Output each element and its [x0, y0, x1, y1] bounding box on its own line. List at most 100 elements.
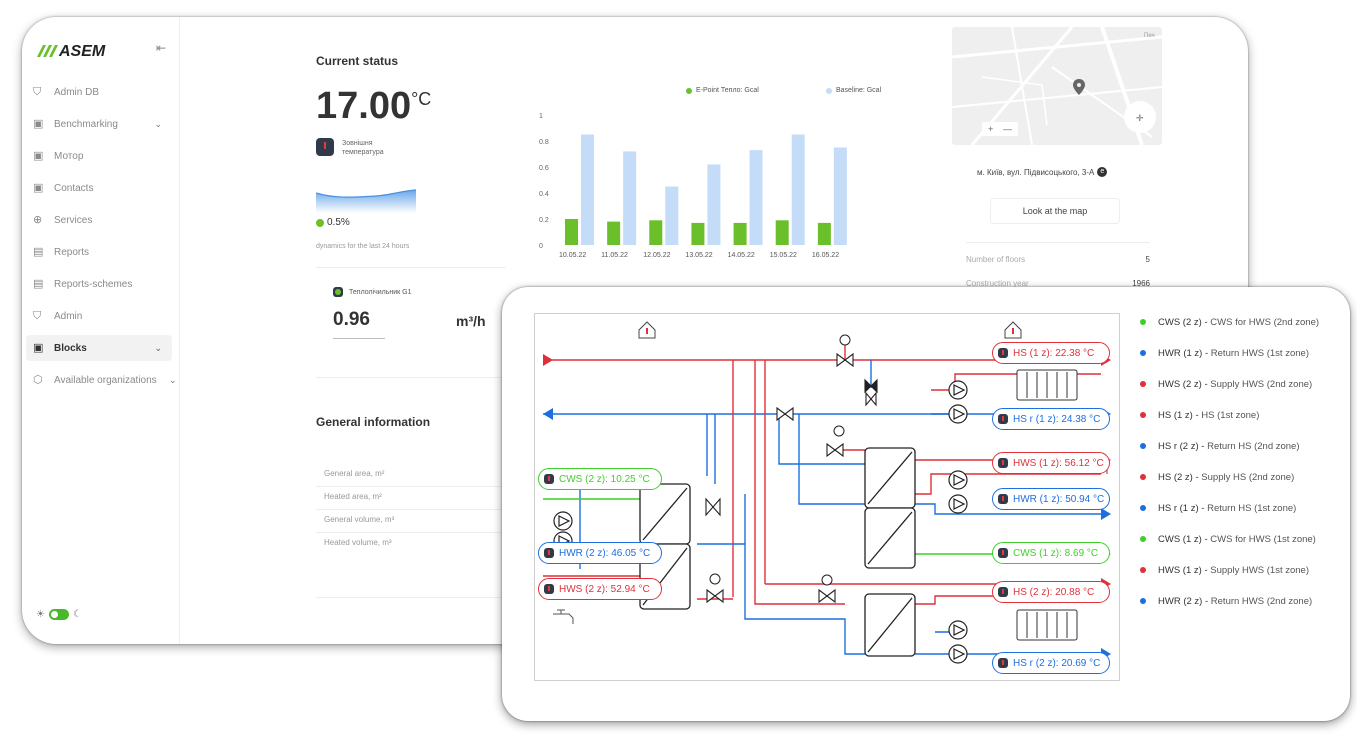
report-icon: ▤ [33, 246, 44, 258]
bar-epoint[interactable] [733, 222, 747, 245]
general-info-row: General area, m² [324, 469, 385, 478]
legend-code: HS r (1 z) [1158, 502, 1199, 514]
legend-dot [1140, 505, 1146, 511]
legend-label: Baseline: Gcal [836, 87, 882, 94]
info-value: 1966 [1132, 279, 1150, 288]
report-icon: ▤ [33, 278, 44, 290]
info-value: 5 [1145, 255, 1150, 264]
sidebar-item-label: Мотор [54, 150, 84, 162]
thermometer-icon [998, 348, 1008, 358]
bar-baseline[interactable] [791, 134, 805, 246]
sidebar-item-blocks[interactable]: ▣ Blocks ⌄ [26, 335, 172, 361]
bar-epoint[interactable] [565, 219, 578, 245]
heating-scheme: HS (1 z): 22.38 °C HS r (1 z): 24.38 °C … [534, 313, 1120, 681]
sensor-hsr-1z[interactable]: HS r (1 z): 24.38 °C [992, 408, 1110, 430]
sensor-hs-2z[interactable]: HS (2 z): 20.88 °C [992, 581, 1110, 603]
sensor-value: HS (2 z): 20.88 °C [1013, 586, 1095, 598]
zoom-out-button[interactable]: — [1003, 124, 1012, 134]
map-zoom-control[interactable] [982, 122, 1018, 136]
current-status-title: Current status [316, 54, 399, 68]
bar-baseline[interactable] [623, 151, 637, 245]
y-tick-label: 0.8 [539, 139, 549, 146]
legend-epoint: E-Point Тепло: Gcal [686, 87, 759, 94]
sensor-value: HS r (2 z): 20.69 °C [1013, 657, 1101, 669]
sensor-hwr-2z[interactable]: HWR (2 z): 46.05 °C [538, 542, 662, 564]
consumption-chart: 0 0.2 0.4 0.6 0.8 1 10.05.22 11.05.22 12.05.22 13… [539, 113, 847, 259]
legend-code: HS r (2 z) [1158, 440, 1199, 452]
temperature-value: 17.00 [316, 85, 412, 127]
x-tick-label: 16.05.22 [812, 252, 839, 259]
sensor-value: HWS (1 z): 56.12 °C [1013, 457, 1104, 469]
map-label: Печ [1144, 33, 1155, 39]
meter-underline [333, 338, 385, 339]
map-compass[interactable] [1124, 101, 1156, 133]
bar-epoint[interactable] [817, 222, 831, 245]
sidebar-item-services[interactable]: ⊕ Services [26, 207, 172, 233]
sidebar-item-label: Admin [54, 310, 83, 322]
sensor-hws-1z[interactable]: HWS (1 z): 56.12 °C [992, 452, 1110, 474]
bar-baseline[interactable] [833, 147, 847, 246]
legend-separator: - [1202, 595, 1211, 607]
info-label: Number of floors [966, 255, 1026, 264]
divider [316, 532, 506, 533]
heating-scheme-window: HS (1 z): 22.38 °C HS r (1 z): 24.38 °C … [502, 287, 1350, 721]
sidebar-item-contacts[interactable]: ▣ Contacts [26, 175, 172, 201]
theme-switch[interactable] [48, 609, 69, 620]
layout-icon: ▣ [33, 118, 44, 130]
bar-epoint[interactable] [691, 222, 705, 245]
legend-separator: - [1198, 502, 1208, 514]
sidebar-item-reports-schemes[interactable]: ▤ Reports-schemes [26, 271, 172, 297]
sidebar-item-benchmarking[interactable]: ▣ Benchmarking ⌄ [26, 111, 172, 137]
legend-item: HS r (1 z) - Return HS (1st zone) [1140, 501, 1345, 515]
sensor-hs-1z[interactable]: HS (1 z): 22.38 °C [992, 342, 1110, 364]
legend-separator: - [1201, 378, 1211, 390]
zoom-in-button[interactable]: + [988, 124, 993, 134]
sensor-hwr-1z[interactable]: HWR (1 z): 50.94 °C [992, 488, 1110, 510]
general-info-row: General volume, m³ [324, 515, 395, 524]
y-tick-label: 0.2 [539, 217, 549, 224]
location-map[interactable]: Печ + — ✛ [952, 27, 1162, 145]
thermometer-icon [544, 584, 554, 594]
sidebar-item-мотор[interactable]: ▣ Мотор [26, 143, 172, 169]
legend-description: HS (1st zone) [1201, 409, 1260, 421]
checkbox-icon[interactable] [333, 287, 343, 297]
legend-baseline: Baseline: Gcal [826, 87, 881, 94]
sidebar-item-reports[interactable]: ▤ Reports [26, 239, 172, 265]
legend-item: HWR (1 z) - Return HWS (1st zone) [1140, 346, 1345, 360]
sensor-value: HWR (1 z): 50.94 °C [1013, 493, 1105, 505]
divider [316, 377, 506, 378]
x-tick-label: 12.05.22 [643, 252, 670, 259]
legend-item: CWS (1 z) - CWS for HWS (1st zone) [1140, 532, 1345, 546]
collapse-sidebar-icon[interactable]: ⇤ [156, 41, 167, 55]
sidebar-item-admin-db[interactable]: ⛉ Admin DB [26, 79, 172, 105]
sidebar-item-available-organizations[interactable]: ⬡ Available organizations ⌄ [26, 367, 177, 393]
y-tick-label: 1 [539, 113, 543, 120]
sensor-hsr-2z[interactable]: HS r (2 z): 20.69 °C [992, 652, 1110, 674]
meter-unit: m³/h [456, 313, 486, 329]
bar-baseline[interactable] [749, 150, 763, 245]
info-construction-year: Construction year 1966 [966, 279, 1150, 288]
address-text: м. Київ, вул. Підвисоцького, 3-А [977, 167, 1095, 177]
divider [316, 509, 506, 510]
legend-separator: - [1192, 409, 1202, 421]
bar-baseline[interactable] [665, 186, 679, 246]
legend-description: Return HS (1st zone) [1207, 502, 1297, 514]
layout-icon: ▣ [33, 182, 44, 194]
sensor-hws-2z[interactable]: HWS (2 z): 52.94 °C [538, 578, 662, 600]
moon-icon: ☾ [72, 609, 82, 620]
look-at-map-button[interactable]: Look at the map [990, 198, 1120, 224]
bar-baseline[interactable] [707, 164, 721, 245]
theme-toggle[interactable]: ☀ ☾ [36, 609, 82, 620]
divider [966, 242, 1150, 243]
bar-baseline[interactable] [581, 134, 594, 246]
sensor-cws-1z[interactable]: CWS (1 z): 8.69 °C [992, 542, 1110, 564]
meter-name: Теплолічильник G1 [349, 288, 412, 296]
sidebar-item-admin[interactable]: ⛉ Admin [26, 303, 172, 329]
y-tick-label: 0.6 [539, 165, 549, 172]
sidebar-item-label: Services [54, 214, 93, 226]
sensor-cws-2z[interactable]: CWS (2 z): 10.25 °C [538, 468, 662, 490]
bar-epoint[interactable] [607, 221, 621, 245]
legend-separator: - [1201, 564, 1211, 576]
bar-epoint[interactable] [775, 220, 789, 245]
bar-epoint[interactable] [649, 220, 663, 245]
